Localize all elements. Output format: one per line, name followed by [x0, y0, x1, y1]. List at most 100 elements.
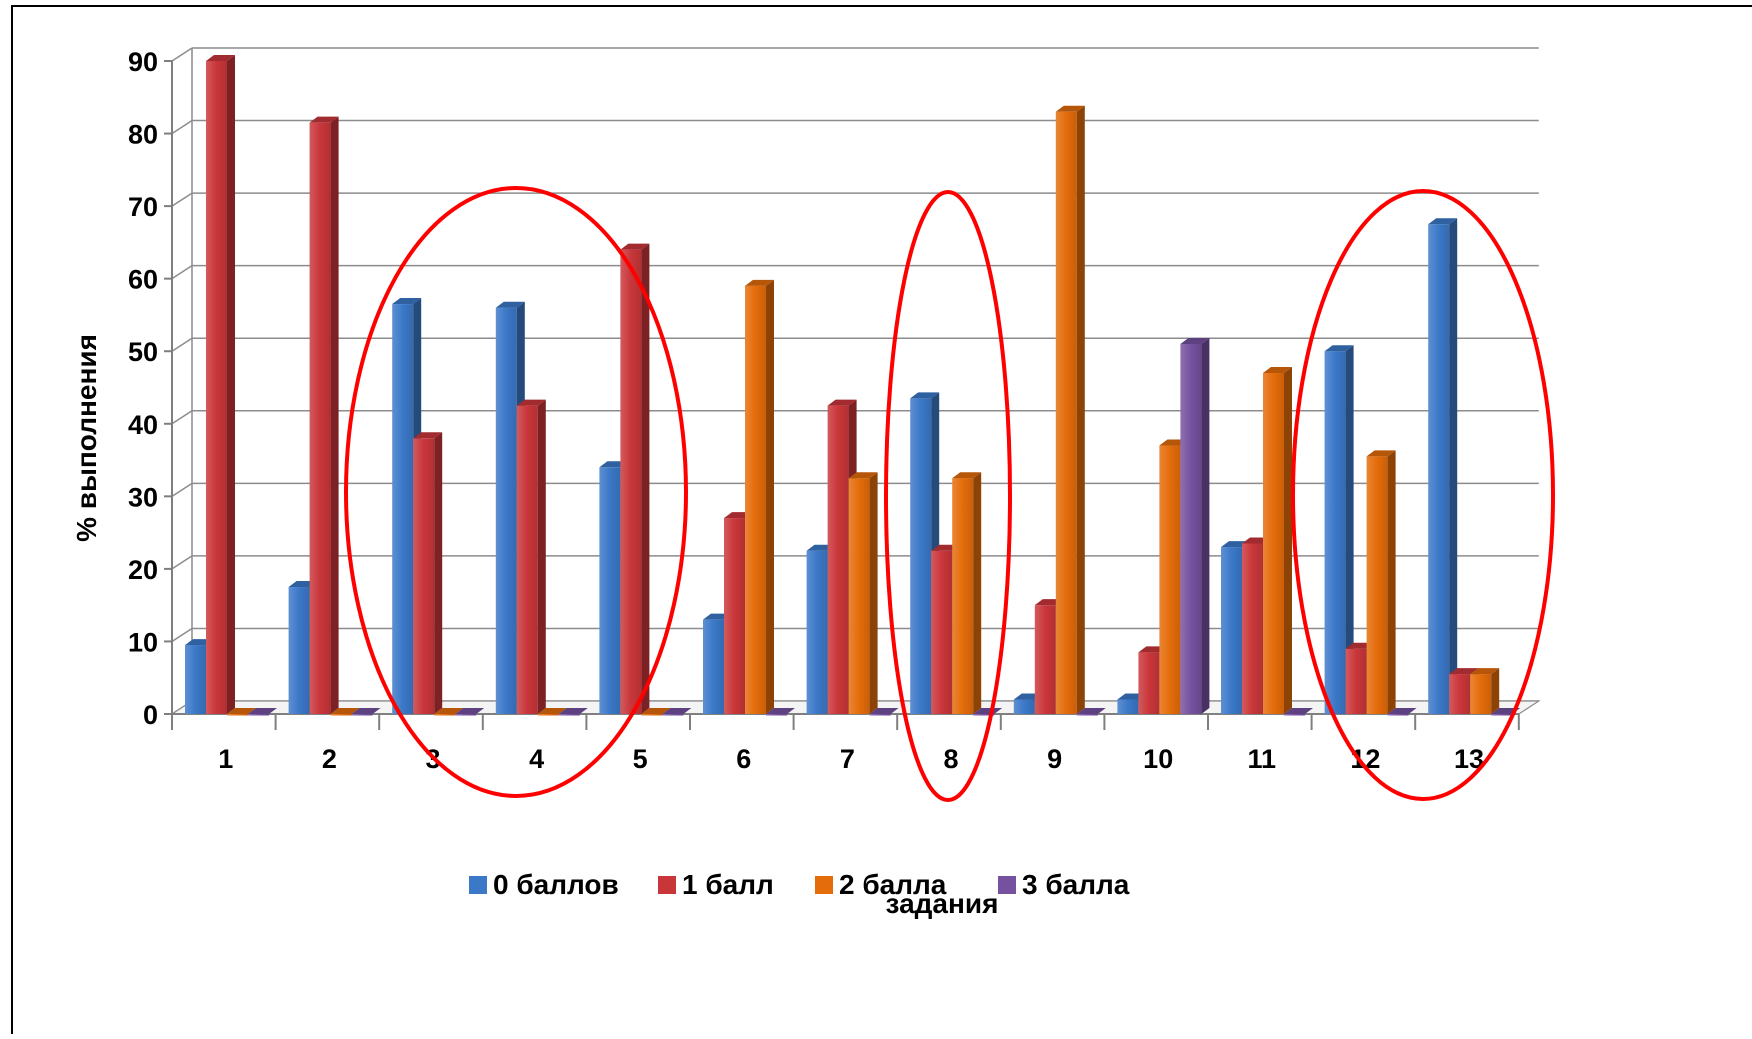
bar-top	[413, 432, 443, 439]
bar-top	[392, 298, 422, 305]
bar-front	[1076, 714, 1098, 716]
bar-top	[952, 472, 982, 479]
bar-front	[248, 714, 269, 716]
bar	[952, 472, 982, 714]
bar-top	[537, 708, 567, 714]
highlight-ellipse	[344, 186, 688, 798]
bar	[641, 708, 671, 716]
x-tick-label: 4	[529, 744, 544, 774]
gridline-diag	[171, 192, 193, 207]
x-tick-labels: 1 2 3 4 5 6 7 8 9 10 11 12 13	[218, 744, 1484, 774]
bar	[434, 708, 464, 716]
bar-side	[641, 243, 650, 714]
bar	[869, 708, 899, 716]
x-tick-label: 1	[218, 744, 233, 774]
bar	[248, 708, 277, 716]
x-tick-label: 7	[840, 744, 855, 774]
x-tick-label: 9	[1047, 744, 1062, 774]
bar-front	[351, 714, 373, 716]
y-tick-label: 20	[128, 555, 158, 585]
bar-top	[620, 243, 650, 250]
gridline-diag	[171, 482, 193, 497]
bar-top	[330, 708, 360, 714]
bar-front	[1428, 224, 1450, 714]
bar-side	[1201, 337, 1210, 714]
bar-top	[662, 708, 692, 714]
bar-side	[1284, 366, 1292, 714]
bar-front	[227, 714, 248, 716]
bar-front	[662, 714, 684, 716]
bar-top	[455, 708, 485, 714]
bar-top	[309, 116, 339, 123]
bar-side	[537, 399, 546, 714]
bar-top	[227, 708, 256, 714]
bar-front	[455, 714, 477, 716]
legend-item: 0 баллов	[469, 869, 619, 900]
bar-front	[848, 478, 870, 714]
bar-side	[434, 432, 443, 714]
bar	[1055, 105, 1085, 715]
gridline-diag	[171, 337, 193, 352]
y-tick-label: 90	[128, 47, 158, 77]
bar	[206, 55, 235, 714]
bar	[537, 708, 567, 716]
bar-front	[1055, 111, 1077, 715]
bar-top	[516, 399, 546, 406]
y-tick-label: 0	[143, 700, 158, 730]
bar	[309, 116, 339, 714]
bar-front	[1180, 343, 1202, 714]
bar	[330, 708, 360, 716]
bar	[848, 472, 878, 714]
bar	[1263, 366, 1292, 714]
bar-front	[206, 61, 227, 714]
bar	[516, 399, 546, 714]
y-tick-label: 60	[128, 265, 158, 295]
bar	[351, 708, 381, 716]
bar-front	[558, 714, 580, 716]
bar	[1284, 708, 1313, 716]
x-tick-label: 11	[1248, 744, 1277, 774]
bar-top	[1449, 668, 1479, 675]
bar	[1076, 708, 1106, 716]
legend-item: 3 балла	[998, 869, 1130, 900]
y-tick-label: 40	[128, 410, 158, 440]
bar-front	[495, 307, 517, 714]
bar-top	[1324, 345, 1354, 352]
legend-label: 0 баллов	[493, 869, 619, 900]
y-tick-label: 10	[128, 627, 158, 657]
bar-front	[952, 478, 974, 714]
bar-top	[827, 399, 857, 406]
bar-front	[1117, 699, 1139, 714]
x-tick-label: 5	[633, 744, 648, 774]
bar	[1428, 218, 1458, 714]
bar-front	[392, 304, 414, 714]
bar-top	[869, 708, 899, 714]
bar-top	[558, 708, 588, 714]
bar-front	[185, 645, 206, 714]
highlight-ellipse	[1291, 189, 1555, 801]
bar-front	[1284, 714, 1305, 716]
bar	[745, 279, 774, 714]
bar	[455, 708, 485, 716]
bar-front	[745, 285, 766, 714]
bar-top	[495, 301, 525, 308]
bar	[766, 708, 795, 716]
bar-front	[1263, 372, 1284, 714]
bar-front	[620, 249, 642, 714]
bar	[1387, 708, 1417, 716]
bar-front	[599, 467, 621, 714]
bar-top	[973, 708, 1003, 714]
bar-front	[1034, 605, 1056, 714]
bar-front	[1491, 714, 1513, 716]
legend-label: 1 балл	[682, 869, 774, 900]
y-axis-title: % выполнения	[71, 334, 102, 542]
gridline-diag	[171, 410, 193, 425]
bar-side	[1491, 668, 1500, 714]
bar-side	[227, 55, 235, 714]
bar-side	[330, 116, 339, 714]
bar-front	[1324, 351, 1346, 714]
bar-top	[351, 708, 381, 714]
bar-top	[766, 708, 795, 714]
